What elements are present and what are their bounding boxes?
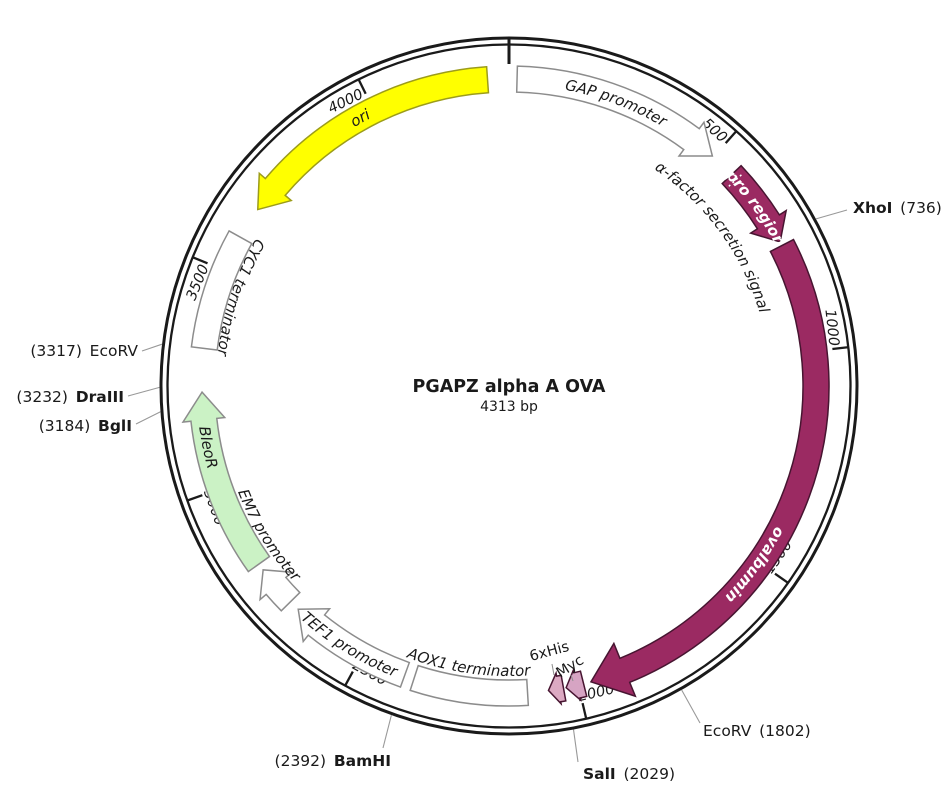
feature-ori <box>256 65 490 211</box>
site-leader-bamhi-2392 <box>382 714 392 749</box>
site-leader-ecorv-3317 <box>141 343 163 352</box>
feature-6xhis <box>547 670 567 707</box>
tick-label-1000: 1000 <box>821 308 841 346</box>
leader-myc <box>570 674 574 682</box>
tick-2500 <box>344 671 354 686</box>
tick-3500 <box>192 256 208 265</box>
site-leader-ecorv-1802 <box>681 689 701 724</box>
feature-ovalbumin <box>589 238 830 698</box>
feature-aox1-terminator <box>409 664 530 707</box>
feature-cyc1-terminator <box>190 229 253 351</box>
feature-em7-promoter <box>259 569 301 612</box>
site-label-draiii-3232: (3232) DraIII <box>16 388 124 406</box>
tick-1500 <box>774 572 789 584</box>
feature-label-tef1-promoter: TEF1 promoter <box>298 608 401 681</box>
tick-3000 <box>187 494 203 502</box>
leader-6xhis <box>551 663 555 676</box>
tick-1000 <box>832 346 848 351</box>
feature-bleor <box>181 390 271 573</box>
feature-tef1-promoter <box>297 607 411 688</box>
feature-pro-region <box>721 164 788 243</box>
site-label-bamhi-2392: (2392) BamHI <box>275 752 391 770</box>
site-leader-xhoi-736 <box>815 209 848 220</box>
tick-4000 <box>357 79 367 95</box>
site-label-sali-2029: SalI (2029) <box>583 765 675 783</box>
site-leader-draiii-3232 <box>127 386 160 397</box>
plasmid-size-label: 4313 bp <box>480 399 538 415</box>
site-label-xhoi-736: XhoI (736) <box>853 199 942 217</box>
site-label-ecorv-3317: (3317) EcoRV <box>30 342 138 360</box>
tick-500 <box>724 130 737 144</box>
tick-2000 <box>581 702 588 719</box>
site-leader-sali-2029 <box>572 729 579 763</box>
plasmid-title: PGAPZ alpha A OVA <box>413 377 606 397</box>
site-label-bgli-3184: (3184) BglI <box>39 417 132 435</box>
site-label-ecorv-1802: EcoRV (1802) <box>703 722 811 740</box>
site-leader-bgli-3184 <box>135 411 161 425</box>
feature-partial-mark <box>728 172 745 187</box>
feature-gap-promoter <box>515 65 714 157</box>
